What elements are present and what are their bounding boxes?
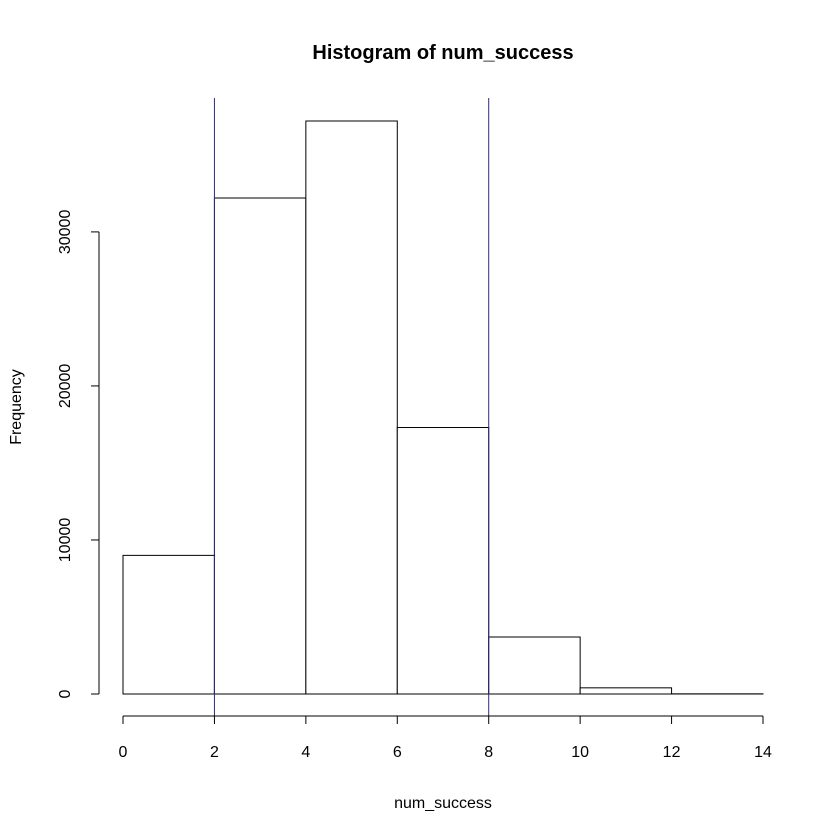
y-axis: 0 10000 20000 30000: [57, 210, 100, 698]
x-ticks: 0 2 4 6 8 10 12 14: [119, 716, 772, 761]
x-axis-label: num_success: [394, 795, 492, 812]
x-tick-label-4: 8: [484, 744, 493, 761]
x-tick-label-5: 10: [571, 744, 589, 761]
y-tick-label-1: 10000: [57, 518, 74, 563]
x-tick-label-7: 14: [754, 744, 772, 761]
y-tick-label-3: 30000: [57, 210, 74, 255]
histogram-bar-4: [488, 636, 581, 695]
y-ticks: 0 10000 20000 30000: [57, 210, 99, 698]
histogram-bar-5: [579, 687, 673, 695]
x-tick-label-6: 12: [663, 744, 681, 761]
chart-title: Histogram of num_success: [312, 42, 573, 64]
y-tick-label-0: 0: [57, 689, 74, 698]
histogram-bar-2: [305, 120, 398, 695]
x-axis: 0 2 4 6 8 10 12 14: [119, 715, 772, 761]
x-tick-label-2: 4: [301, 744, 310, 761]
x-tick-label-1: 2: [210, 744, 219, 761]
y-axis-label: Frequency: [8, 369, 25, 445]
histogram-bar-3: [396, 427, 490, 695]
histogram-bar-0: [122, 554, 215, 695]
reference-lines-group: [213, 98, 490, 716]
x-tick-label-3: 6: [393, 744, 402, 761]
x-tick-label-0: 0: [119, 744, 128, 761]
bars-group: [122, 120, 764, 695]
histogram-bar-1: [213, 197, 307, 695]
y-tick-label-2: 20000: [57, 364, 74, 409]
